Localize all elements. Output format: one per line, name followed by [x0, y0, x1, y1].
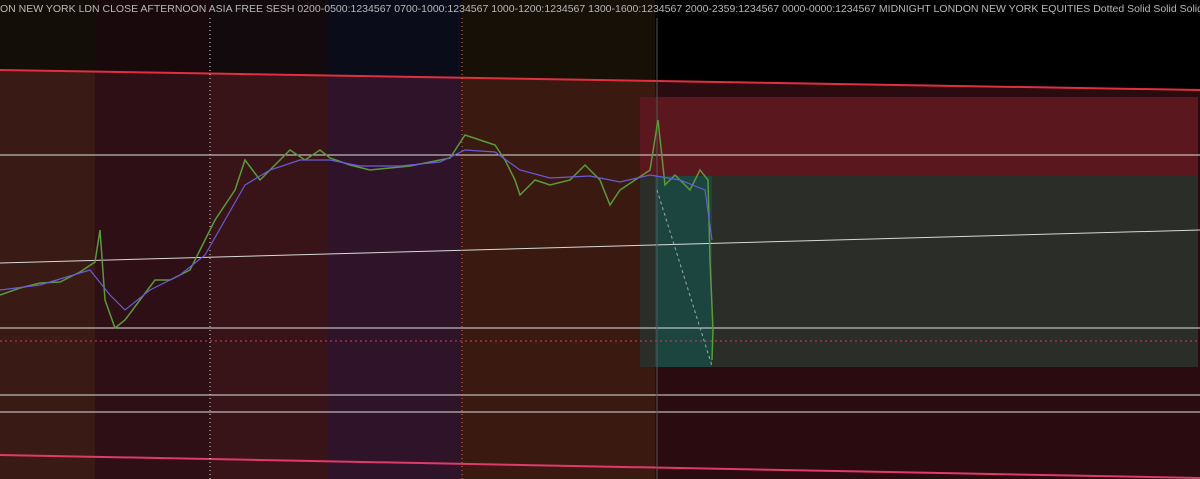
- moving-average: [0, 149, 713, 311]
- trend-line: [0, 229, 1200, 264]
- indicator-header: ON NEW YORK LDN CLOSE AFTERNOON ASIA FRE…: [0, 3, 1200, 15]
- projection-line: [656, 189, 713, 367]
- channel-lower: [0, 454, 1200, 479]
- channel-upper: [0, 69, 1200, 91]
- target-zone-filled: [655, 176, 712, 367]
- target-zone: [640, 176, 1198, 367]
- price-path: [0, 119, 714, 361]
- stop-zone: [640, 97, 1198, 176]
